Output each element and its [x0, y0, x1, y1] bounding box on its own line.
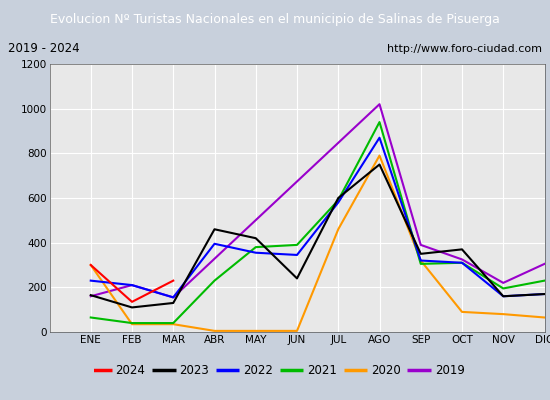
Text: http://www.foro-ciudad.com: http://www.foro-ciudad.com	[387, 44, 542, 54]
Text: 2022: 2022	[243, 364, 273, 376]
Text: Evolucion Nº Turistas Nacionales en el municipio de Salinas de Pisuerga: Evolucion Nº Turistas Nacionales en el m…	[50, 12, 500, 26]
Text: 2019 - 2024: 2019 - 2024	[8, 42, 80, 56]
Text: 2020: 2020	[371, 364, 400, 376]
Text: 2019: 2019	[434, 364, 465, 376]
Text: 2024: 2024	[116, 364, 145, 376]
Text: 2021: 2021	[307, 364, 337, 376]
Text: 2023: 2023	[179, 364, 209, 376]
